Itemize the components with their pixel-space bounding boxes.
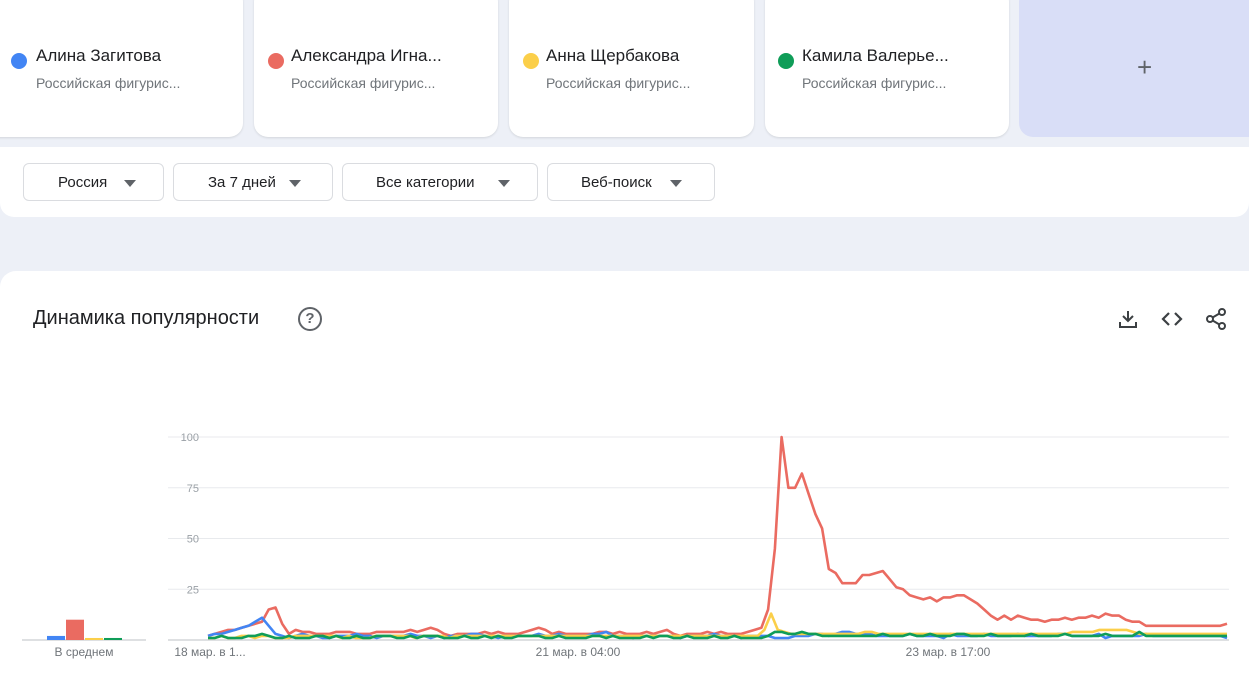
filter-label: Веб-поиск bbox=[581, 174, 652, 191]
dropdown-caret-icon bbox=[289, 180, 301, 187]
term-subtitle: Российская фигурис... bbox=[546, 75, 691, 91]
x-tick-label: 18 мар. в 1... bbox=[174, 645, 245, 659]
download-icon[interactable] bbox=[1116, 307, 1140, 331]
dropdown-caret-icon bbox=[124, 180, 136, 187]
filter-label: Россия bbox=[58, 174, 108, 191]
average-bar bbox=[85, 637, 103, 640]
embed-code-icon[interactable] bbox=[1160, 307, 1184, 331]
period-filter[interactable]: За 7 дней bbox=[173, 163, 333, 201]
series-line bbox=[208, 630, 1227, 640]
average-bar bbox=[104, 637, 122, 640]
plus-icon: + bbox=[1137, 52, 1153, 82]
y-tick-label: 75 bbox=[187, 483, 199, 495]
dropdown-caret-icon bbox=[498, 180, 510, 187]
term-subtitle: Российская фигурис... bbox=[36, 75, 181, 91]
series-line bbox=[207, 435, 1228, 638]
average-bar bbox=[66, 619, 84, 640]
x-tick-label: 23 мар. в 17:00 bbox=[906, 645, 991, 659]
term-card-1[interactable]: Алина Загитова Российская фигурис... bbox=[0, 0, 243, 137]
x-tick-label: 21 мар. в 04:00 bbox=[536, 645, 621, 659]
term-name: Алина Загитова bbox=[36, 46, 162, 65]
term-card-3[interactable]: Анна Щербакова Российская фигурис... bbox=[509, 0, 754, 137]
help-circle-icon[interactable]: ? bbox=[298, 307, 322, 331]
y-tick-label: 100 bbox=[181, 432, 199, 444]
y-tick-label: 25 bbox=[187, 584, 199, 596]
category-filter[interactable]: Все категории bbox=[342, 163, 538, 201]
term-subtitle: Российская фигурис... bbox=[802, 75, 947, 91]
filter-label: Все категории bbox=[376, 174, 475, 191]
term-name: Александра Игна... bbox=[291, 46, 442, 65]
region-filter[interactable]: Россия bbox=[23, 163, 164, 201]
series-color-dot bbox=[778, 53, 794, 69]
term-name: Анна Щербакова bbox=[546, 46, 680, 65]
filter-bar: Россия За 7 дней Все категории Веб-поиск bbox=[0, 147, 1249, 217]
term-card-2[interactable]: Александра Игна... Российская фигурис... bbox=[254, 0, 498, 137]
average-label: В среднем bbox=[55, 645, 114, 659]
filter-label: За 7 дней bbox=[208, 174, 276, 191]
panel-title: Динамика популярности bbox=[33, 307, 260, 329]
series-color-dot bbox=[11, 53, 27, 69]
term-card-4[interactable]: Камила Валерье... Российская фигурис... bbox=[765, 0, 1009, 137]
term-subtitle: Российская фигурис... bbox=[291, 75, 436, 91]
dropdown-caret-icon bbox=[670, 180, 682, 187]
y-tick-label: 50 bbox=[187, 534, 199, 546]
series-color-dot bbox=[523, 53, 539, 69]
average-bar bbox=[47, 635, 65, 640]
add-term-button[interactable]: + bbox=[1019, 0, 1249, 137]
share-icon[interactable] bbox=[1204, 307, 1228, 331]
series-color-dot bbox=[268, 53, 284, 69]
term-name: Камила Валерье... bbox=[802, 46, 949, 65]
interest-chart: 100 75 50 25 В среднем 18 мар. в 1... 21 мар… bbox=[22, 432, 1229, 659]
search-type-filter[interactable]: Веб-поиск bbox=[547, 163, 715, 201]
